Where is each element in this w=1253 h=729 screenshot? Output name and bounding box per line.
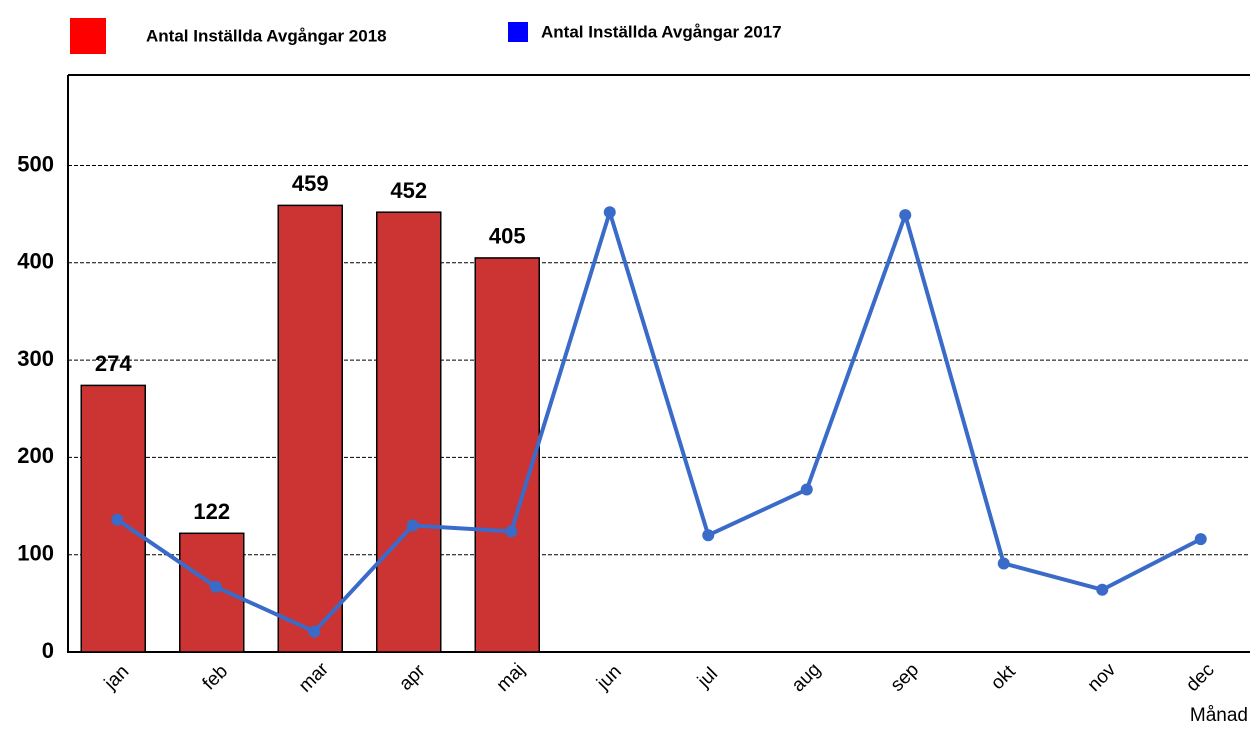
x-tick-label: okt [987, 661, 1020, 694]
line-point [1096, 583, 1109, 596]
x-tick-label: aug [788, 659, 825, 696]
y-tick-label: 0 [42, 638, 54, 663]
data-label: 459 [292, 171, 329, 196]
x-tick-label: sep [887, 659, 924, 696]
data-label: 274 [95, 351, 132, 376]
line-point [899, 209, 912, 222]
bar [179, 532, 245, 653]
x-tick-label: mar [295, 658, 333, 696]
x-tick-label: jun [592, 661, 625, 694]
x-tick-label: maj [493, 659, 530, 696]
plot-frame [67, 74, 1250, 653]
data-label: 122 [193, 499, 230, 524]
x-tick-label: dec [1182, 659, 1219, 696]
line-point [308, 625, 321, 638]
legend-swatch [508, 22, 528, 42]
y-tick-label: 400 [17, 249, 54, 274]
bar [474, 257, 540, 653]
x-tick-label: jul [693, 664, 722, 693]
line-point [1194, 533, 1207, 546]
line-point [603, 206, 616, 219]
line-point [997, 557, 1010, 570]
x-tick-label: nov [1084, 659, 1121, 696]
line-point [111, 513, 124, 526]
x-tick-label: feb [199, 661, 233, 695]
legend-label: Antal Inställda Avgångar 2017 [541, 22, 782, 41]
x-tick-label: jan [100, 661, 133, 694]
line-point [209, 580, 222, 593]
y-tick-label: 200 [17, 443, 54, 468]
legend-label: Antal Inställda Avgångar 2018 [146, 26, 387, 45]
line-point [406, 519, 419, 532]
x-axis-title: Månad [1190, 705, 1248, 726]
y-tick-label: 100 [17, 541, 54, 566]
bar [376, 211, 442, 653]
x-tick-label: apr [395, 660, 430, 695]
y-tick-label: 500 [17, 151, 54, 176]
line [116, 210, 1202, 634]
line-point [505, 525, 518, 538]
data-label: 452 [390, 178, 427, 203]
data-label: 405 [489, 224, 526, 249]
legend-swatch [70, 18, 106, 54]
line-point [702, 529, 715, 542]
y-tick-label: 300 [17, 346, 54, 371]
bar [277, 204, 343, 653]
line-point [800, 483, 813, 496]
